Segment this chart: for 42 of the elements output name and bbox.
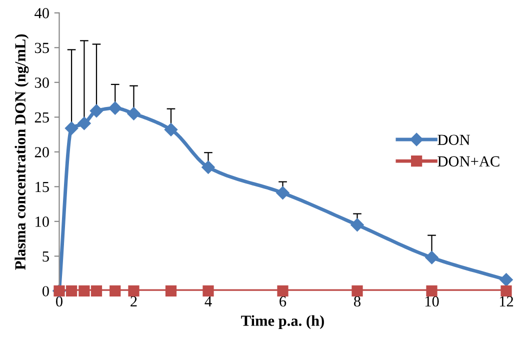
- y-tick-label: 20: [34, 147, 49, 158]
- x-tick-label: 0: [56, 296, 62, 307]
- point: [202, 160, 215, 174]
- point: [127, 107, 140, 120]
- point: [66, 285, 78, 296]
- y-tick-label: 30: [34, 78, 49, 88]
- point: [277, 285, 288, 296]
- point: [426, 285, 438, 296]
- legend-label: DON: [438, 134, 470, 145]
- point: [108, 102, 122, 115]
- y-tick-label: 0: [42, 286, 49, 296]
- y-tick-label: 40: [34, 8, 49, 18]
- x-tick-label: 2: [130, 296, 137, 306]
- y-tick-label: 25: [34, 112, 49, 123]
- point: [164, 123, 178, 136]
- point: [500, 273, 513, 286]
- point: [90, 104, 104, 118]
- y-tick-label: 35: [34, 42, 49, 54]
- point: [78, 285, 90, 296]
- point: [202, 285, 214, 296]
- point: [78, 116, 91, 130]
- y-tick-label: 10: [36, 216, 49, 227]
- point: [350, 218, 364, 232]
- x-tick-label: 10: [425, 296, 439, 307]
- point: [425, 250, 438, 264]
- x-tick-label: 6: [280, 296, 286, 307]
- x-tick-label: 8: [354, 296, 360, 307]
- point: [128, 285, 140, 296]
- x-axis-title: Time p.a. (h): [241, 315, 324, 330]
- point: [500, 285, 512, 296]
- y-tick-label: 5: [42, 251, 49, 262]
- y-tick-label: 15: [36, 182, 49, 192]
- x-tick-label: 12: [500, 296, 514, 306]
- point: [90, 285, 102, 296]
- point: [352, 285, 363, 296]
- y-axis-title: Plasma concentration DON (ng/mL): [14, 34, 29, 270]
- legend-label: DON+AC: [438, 156, 500, 167]
- point: [165, 285, 177, 296]
- point: [110, 285, 121, 296]
- point: [276, 186, 290, 200]
- x-tick-label: 4: [204, 296, 212, 306]
- point: [64, 122, 78, 135]
